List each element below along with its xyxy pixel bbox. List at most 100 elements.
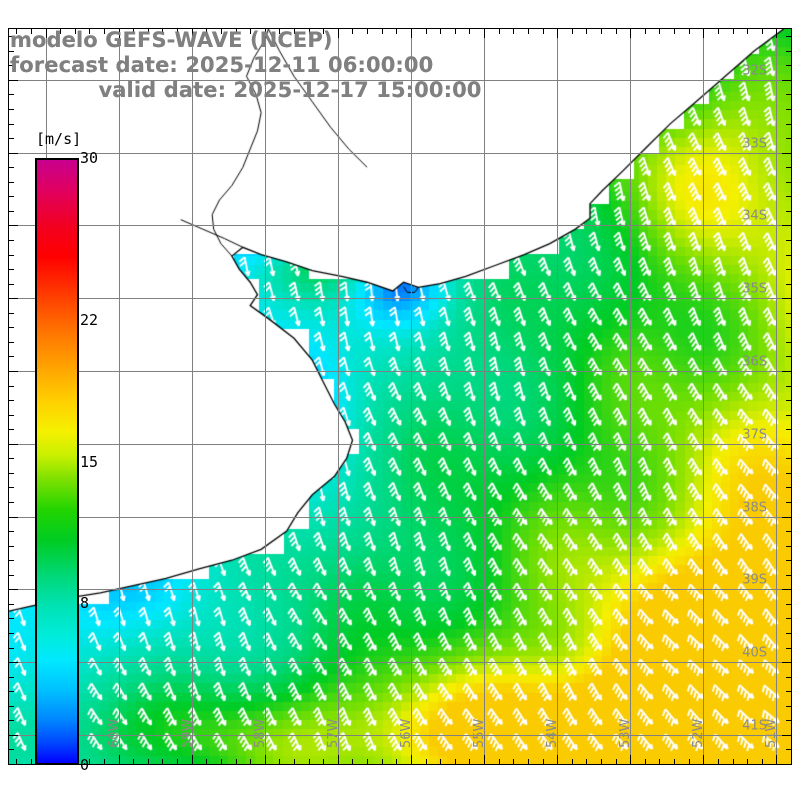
axis-tick-minor: [367, 29, 368, 34]
axis-tick-minor: [9, 444, 14, 445]
axis-tick-minor: [9, 517, 14, 518]
axis-tick-minor: [786, 313, 791, 314]
axis-tick-minor: [309, 759, 310, 764]
axis-tick-minor: [786, 153, 791, 154]
axis-tick-minor: [786, 691, 791, 692]
graticule-latitude-40S: [9, 662, 791, 663]
axis-tick-minor: [192, 759, 193, 764]
colorbar-tick-22: 22: [80, 310, 99, 329]
axis-tick-minor: [786, 182, 791, 183]
axis-tick-minor: [786, 444, 791, 445]
axis-tick-minor: [9, 575, 14, 576]
axis-tick-minor: [9, 94, 14, 95]
axis-tick-minor: [236, 759, 237, 764]
axis-tick-minor: [786, 211, 791, 212]
axis-tick-minor: [499, 29, 500, 34]
graticule-latitude-33S: [9, 153, 791, 154]
axis-tick-minor: [9, 386, 14, 387]
axis-tick-minor: [119, 29, 120, 34]
axis-tick-minor: [162, 759, 163, 764]
axis-tick-minor: [177, 759, 178, 764]
axis-tick-minor: [411, 759, 412, 764]
axis-tick-minor: [9, 327, 14, 328]
axis-tick-minor: [718, 29, 719, 34]
axis-tick-minor: [9, 138, 14, 139]
axis-tick-minor: [786, 458, 791, 459]
axis-tick-minor: [250, 759, 251, 764]
axis-tick-minor: [104, 29, 105, 34]
axis-tick-minor: [9, 546, 14, 547]
axis-tick-minor: [786, 36, 791, 37]
axis-tick-minor: [674, 759, 675, 764]
axis-tick-minor: [9, 109, 14, 110]
axis-tick-minor: [786, 124, 791, 125]
axis-tick-minor: [9, 240, 14, 241]
axis-tick-minor: [786, 415, 791, 416]
axis-tick-minor: [630, 29, 631, 34]
graticule-longitude-60W: [119, 29, 120, 764]
axis-tick-minor: [528, 29, 529, 34]
graticule-latitude-37S: [9, 444, 791, 445]
axis-tick-minor: [192, 29, 193, 34]
axis-tick-minor: [9, 356, 14, 357]
axis-tick-minor: [786, 720, 791, 721]
axis-tick-minor: [718, 759, 719, 764]
axis-tick-minor: [89, 29, 90, 34]
axis-tick-minor: [9, 269, 14, 270]
axis-tick-minor: [9, 648, 14, 649]
axis-tick-minor: [9, 124, 14, 125]
axis-tick-minor: [543, 759, 544, 764]
axis-tick-minor: [9, 65, 14, 66]
axis-tick-minor: [786, 575, 791, 576]
axis-tick-minor: [786, 356, 791, 357]
axis-tick-minor: [221, 29, 222, 34]
axis-tick-minor: [367, 759, 368, 764]
axis-tick-minor: [659, 29, 660, 34]
axis-tick-minor: [9, 618, 14, 619]
axis-tick-minor: [557, 29, 558, 34]
axis-tick-minor: [9, 473, 14, 474]
axis-tick-minor: [747, 759, 748, 764]
axis-tick-minor: [9, 589, 14, 590]
axis-tick-minor: [786, 706, 791, 707]
axis-tick-minor: [9, 662, 14, 663]
axis-tick-minor: [645, 759, 646, 764]
axis-tick-minor: [786, 633, 791, 634]
axis-tick-minor: [9, 691, 14, 692]
axis-tick-minor: [60, 29, 61, 34]
wind-speed-heatmap-canvas: [9, 29, 791, 764]
axis-tick-minor: [762, 29, 763, 34]
axis-tick-minor: [689, 29, 690, 34]
axis-tick-minor: [352, 29, 353, 34]
map-plot-frame: 61W60W59W58W57W56W55W54W53W52W51W32S33S3…: [8, 28, 792, 765]
axis-tick-minor: [674, 29, 675, 34]
axis-tick-minor: [9, 429, 14, 430]
axis-tick-minor: [9, 167, 14, 168]
axis-tick-minor: [9, 604, 14, 605]
axis-tick-minor: [9, 720, 14, 721]
axis-tick-minor: [484, 29, 485, 34]
axis-tick-minor: [786, 255, 791, 256]
axis-tick-minor: [455, 759, 456, 764]
axis-tick-minor: [323, 29, 324, 34]
axis-tick-minor: [786, 327, 791, 328]
axis-tick-minor: [9, 211, 14, 212]
axis-tick-minor: [645, 29, 646, 34]
axis-tick-minor: [484, 759, 485, 764]
graticule-longitude-55W: [484, 29, 485, 764]
axis-tick-minor: [250, 29, 251, 34]
axis-tick-minor: [279, 759, 280, 764]
graticule-longitude-51W: [776, 29, 777, 764]
axis-tick-minor: [9, 400, 14, 401]
colorbar-tick-15: 15: [80, 452, 99, 471]
axis-tick-minor: [31, 29, 32, 34]
graticule-latitude-39S: [9, 589, 791, 590]
axis-tick-minor: [294, 29, 295, 34]
axis-tick-minor: [786, 196, 791, 197]
graticule-longitude-52W: [703, 29, 704, 764]
axis-tick-minor: [601, 759, 602, 764]
axis-tick-minor: [586, 759, 587, 764]
axis-tick-minor: [513, 29, 514, 34]
axis-tick-minor: [9, 182, 14, 183]
axis-tick-minor: [9, 706, 14, 707]
